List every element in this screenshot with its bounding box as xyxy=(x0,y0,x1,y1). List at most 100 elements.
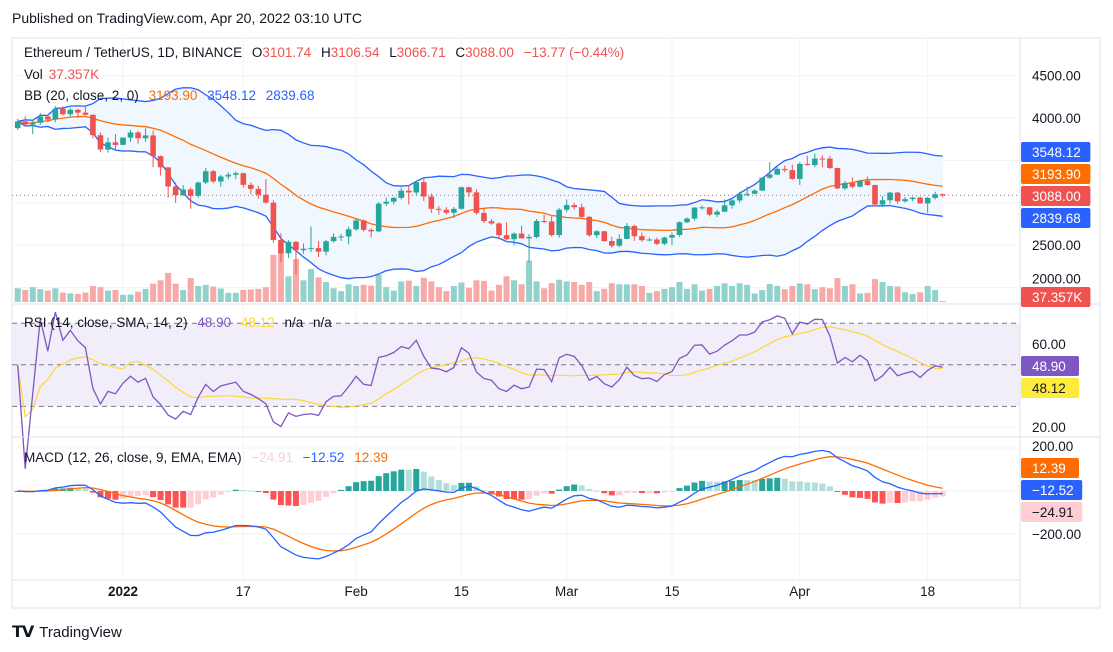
candle[interactable] xyxy=(639,232,645,242)
candle[interactable] xyxy=(82,106,89,116)
candle[interactable] xyxy=(127,129,134,142)
candle[interactable] xyxy=(263,179,269,204)
candle[interactable] xyxy=(616,234,623,247)
candle[interactable] xyxy=(413,180,420,196)
rsi-tag[interactable]: 48.12 xyxy=(1021,378,1079,398)
candle[interactable] xyxy=(172,182,179,203)
candle[interactable] xyxy=(601,230,608,242)
candle[interactable] xyxy=(300,243,307,254)
price-pane[interactable] xyxy=(12,87,1020,302)
candle[interactable] xyxy=(210,169,217,184)
candle[interactable] xyxy=(548,216,555,237)
volume-legend[interactable]: Vol 37.357K xyxy=(24,67,105,82)
candle[interactable] xyxy=(631,224,638,241)
candle[interactable] xyxy=(165,167,171,198)
candle[interactable] xyxy=(187,187,194,209)
candle[interactable] xyxy=(202,168,209,185)
symbol-title[interactable]: Ethereum / TetherUS, 1D, BINANCE xyxy=(24,45,243,60)
candle[interactable] xyxy=(586,215,593,237)
candle[interactable] xyxy=(360,219,367,232)
candle[interactable] xyxy=(353,218,359,231)
candle[interactable] xyxy=(323,240,329,256)
candle[interactable] xyxy=(60,106,66,116)
candle[interactable] xyxy=(368,228,374,238)
candle[interactable] xyxy=(541,214,547,224)
candle[interactable] xyxy=(270,200,277,243)
candle[interactable] xyxy=(75,108,81,118)
candle[interactable] xyxy=(533,218,540,239)
candle[interactable] xyxy=(593,229,600,238)
candle[interactable] xyxy=(150,130,156,168)
rsi-pane[interactable] xyxy=(12,311,1020,469)
candle[interactable] xyxy=(729,199,735,209)
candle[interactable] xyxy=(759,177,765,191)
candle[interactable] xyxy=(834,167,841,190)
candle[interactable] xyxy=(849,177,856,189)
candle[interactable] xyxy=(90,114,96,139)
candle[interactable] xyxy=(195,181,201,198)
candle[interactable] xyxy=(240,172,247,188)
price-tag[interactable]: 37.357K xyxy=(1021,287,1091,307)
candle[interactable] xyxy=(383,197,389,207)
footer-brand[interactable]: 𝗧𝗩 TradingView xyxy=(12,622,122,642)
candle[interactable] xyxy=(744,186,750,197)
candle[interactable] xyxy=(774,165,781,175)
rsi-legend[interactable]: RSI (14, close, SMA, 14, 2) 48.90 48.12 … xyxy=(24,315,338,330)
candle[interactable] xyxy=(285,240,292,258)
candle[interactable] xyxy=(67,107,74,117)
candle[interactable] xyxy=(308,226,314,252)
candle[interactable] xyxy=(157,155,164,176)
candle[interactable] xyxy=(609,236,615,248)
bb-legend[interactable]: BB (20, close, 2, 0) 3193.90 3548.12 283… xyxy=(24,88,321,103)
candle[interactable] xyxy=(451,207,457,219)
candle[interactable] xyxy=(473,189,480,215)
candle[interactable] xyxy=(405,184,412,205)
candle[interactable] xyxy=(233,171,239,180)
candle[interactable] xyxy=(812,153,818,168)
candle[interactable] xyxy=(248,182,254,195)
candle[interactable] xyxy=(135,130,141,144)
candle[interactable] xyxy=(646,237,653,241)
candle[interactable] xyxy=(624,223,630,240)
candle[interactable] xyxy=(781,165,788,173)
candle[interactable] xyxy=(676,221,683,237)
candle[interactable] xyxy=(97,132,104,152)
candle[interactable] xyxy=(864,176,871,186)
candle[interactable] xyxy=(225,172,232,180)
candle[interactable] xyxy=(375,201,382,233)
candle[interactable] xyxy=(924,196,931,213)
candle[interactable] xyxy=(22,116,29,127)
candle[interactable] xyxy=(105,137,111,153)
candle[interactable] xyxy=(932,191,938,200)
candle[interactable] xyxy=(669,232,675,246)
candle[interactable] xyxy=(526,234,532,263)
price-tag[interactable]: 3193.90 xyxy=(1021,164,1091,184)
candle[interactable] xyxy=(112,134,119,151)
macd-tag[interactable]: −12.52 xyxy=(1021,480,1083,500)
candle[interactable] xyxy=(939,193,946,198)
candle[interactable] xyxy=(481,207,487,224)
rsi-tag[interactable]: 48.90 xyxy=(1021,356,1079,376)
candle[interactable] xyxy=(436,206,442,215)
macd-legend[interactable]: MACD (12, 26, close, 9, EMA, EMA) −24.91… xyxy=(24,450,394,465)
candle[interactable] xyxy=(29,119,36,135)
candle[interactable] xyxy=(180,184,186,197)
candle[interactable] xyxy=(563,199,570,213)
candle[interactable] xyxy=(766,162,773,180)
candle[interactable] xyxy=(699,205,705,210)
candle[interactable] xyxy=(909,196,916,202)
price-tag[interactable]: 3548.12 xyxy=(1021,142,1091,162)
candle[interactable] xyxy=(458,186,465,210)
candle[interactable] xyxy=(37,112,44,125)
candle[interactable] xyxy=(691,207,698,221)
candle[interactable] xyxy=(398,187,405,200)
candle[interactable] xyxy=(518,225,525,239)
candle[interactable] xyxy=(917,196,923,204)
candle[interactable] xyxy=(894,191,901,204)
candle[interactable] xyxy=(496,222,502,240)
candle[interactable] xyxy=(421,179,427,202)
candle[interactable] xyxy=(315,240,322,258)
candle[interactable] xyxy=(142,128,149,142)
macd-pane[interactable] xyxy=(14,449,946,560)
